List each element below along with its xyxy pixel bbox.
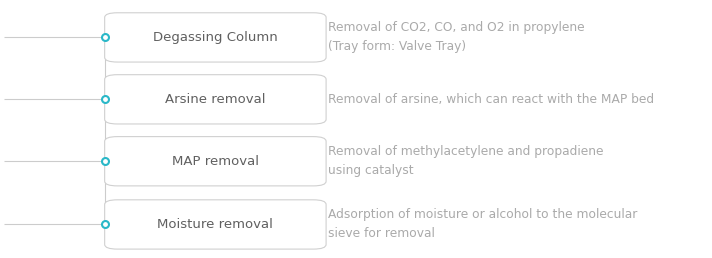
FancyBboxPatch shape <box>105 13 326 62</box>
FancyBboxPatch shape <box>105 137 326 186</box>
Text: Removal of methylacetylene and propadiene
using catalyst: Removal of methylacetylene and propadien… <box>328 145 603 177</box>
Text: MAP removal: MAP removal <box>172 155 259 168</box>
Text: Removal of CO2, CO, and O2 in propylene
(Tray form: Valve Tray): Removal of CO2, CO, and O2 in propylene … <box>328 21 584 53</box>
FancyBboxPatch shape <box>105 200 326 249</box>
Text: Degassing Column: Degassing Column <box>153 31 278 44</box>
Text: Arsine removal: Arsine removal <box>165 93 266 106</box>
Text: Moisture removal: Moisture removal <box>157 218 273 231</box>
Text: Removal of arsine, which can react with the MAP bed: Removal of arsine, which can react with … <box>328 93 654 106</box>
FancyBboxPatch shape <box>105 75 326 124</box>
Text: Adsorption of moisture or alcohol to the molecular
sieve for removal: Adsorption of moisture or alcohol to the… <box>328 208 637 240</box>
